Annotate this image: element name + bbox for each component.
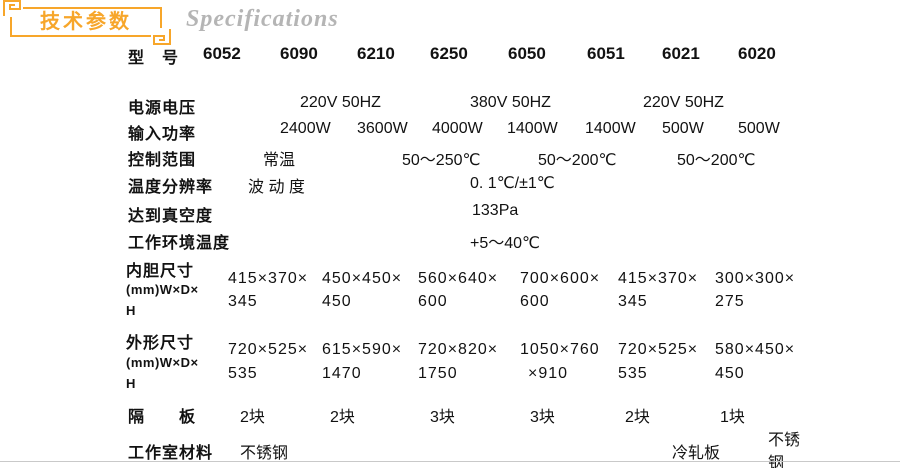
title-frame: 技术参数 [3, 0, 171, 46]
material-value: 冷轧板 [672, 445, 721, 462]
row-label-resolution: 温度分辨率 [128, 179, 214, 196]
row-label-outer-dims: 外形尺寸 [126, 335, 195, 352]
model-number: 6051 [587, 44, 625, 63]
voltage-value: 220V 50HZ [643, 94, 724, 111]
shelf-value: 2块 [330, 409, 355, 426]
material-value-wrapped: 不锈 [768, 432, 801, 449]
shelf-value: 3块 [430, 409, 455, 426]
shelf-value: 2块 [240, 409, 265, 426]
row-label-voltage: 电源电压 [128, 100, 197, 117]
vacuum-value: 133Pa [472, 202, 519, 219]
inner-dim: 345 [228, 293, 258, 310]
row-label-ambient: 工作环境温度 [128, 235, 231, 252]
outer-dim: 1050×760 [520, 341, 600, 358]
range-value: 常温 [263, 152, 296, 169]
model-number: 6210 [357, 44, 395, 63]
inner-dim: 600 [520, 293, 550, 310]
outer-dim: 1470 [322, 365, 362, 382]
model-number: 6250 [430, 44, 468, 63]
row-label-outer-dims-unit: (mm)W×D× [126, 355, 199, 370]
resolution-value: 0. 1℃/±1℃ [470, 175, 555, 192]
inner-dim: 345 [618, 293, 648, 310]
bottom-divider [0, 461, 900, 462]
outer-dim: 720×525× [228, 341, 309, 358]
power-value: 500W [662, 120, 704, 137]
material-value: 不锈钢 [240, 445, 289, 462]
outer-dim: 450 [715, 365, 745, 382]
outer-dim: 580×450× [715, 341, 796, 358]
range-value: 50～250℃ [402, 152, 481, 169]
outer-dim: 615×590× [322, 341, 403, 358]
row-label-outer-dims-h: H [126, 376, 136, 391]
model-number: 6090 [280, 44, 318, 63]
row-label-inner-dims-h: H [126, 303, 136, 318]
inner-dim: 600 [418, 293, 448, 310]
model-number: 6020 [738, 44, 776, 63]
model-number: 6050 [508, 44, 546, 63]
shelf-value: 2块 [625, 409, 650, 426]
range-value: 50～200℃ [538, 152, 617, 169]
inner-dim: 450×450× [322, 270, 403, 287]
row-label-range: 控制范围 [128, 152, 197, 169]
model-number: 6021 [662, 44, 700, 63]
page-title: 技术参数 [40, 11, 132, 33]
outer-dim: 1750 [418, 365, 458, 382]
shelf-value: 1块 [720, 409, 745, 426]
inner-dim: 450 [322, 293, 352, 310]
material-value-wrapped: 钢 [768, 455, 785, 468]
row-label-vacuum: 达到真空度 [128, 208, 214, 225]
voltage-value: 380V 50HZ [470, 94, 551, 111]
voltage-value: 220V 50HZ [300, 94, 381, 111]
inner-dim: 560×640× [418, 270, 499, 287]
power-value: 2400W [280, 120, 331, 137]
power-value: 500W [738, 120, 780, 137]
shelf-value: 3块 [530, 409, 555, 426]
row-label-inner-dims: 内胆尺寸 [126, 263, 195, 280]
page-subtitle: Specifications [186, 6, 339, 32]
greek-key-ornament-icon [3, 0, 23, 17]
row-label-model: 型 号 [128, 50, 180, 67]
inner-dim: 415×370× [228, 270, 309, 287]
inner-dim: 275 [715, 293, 745, 310]
inner-dim: 700×600× [520, 270, 601, 287]
outer-dim: 535 [228, 365, 258, 382]
row-label-power: 输入功率 [128, 126, 197, 143]
outer-dim: 720×525× [618, 341, 699, 358]
row-label-material: 工作室材料 [128, 445, 214, 462]
inner-dim: 415×370× [618, 270, 699, 287]
power-value: 4000W [432, 120, 483, 137]
resolution-sublabel: 波 动 度 [248, 179, 305, 196]
power-value: 3600W [357, 120, 408, 137]
row-label-shelf: 隔 板 [128, 409, 197, 426]
outer-dim: 720×820× [418, 341, 499, 358]
power-value: 1400W [585, 120, 636, 137]
row-label-inner-dims-unit: (mm)W×D× [126, 282, 199, 297]
model-number: 6052 [203, 44, 241, 63]
range-value: 50～200℃ [677, 152, 756, 169]
power-value: 1400W [507, 120, 558, 137]
ambient-value: +5～40℃ [470, 235, 541, 252]
outer-dim: ×910 [528, 365, 569, 382]
inner-dim: 300×300× [715, 270, 796, 287]
outer-dim: 535 [618, 365, 648, 382]
greek-key-ornament-icon [151, 28, 171, 46]
